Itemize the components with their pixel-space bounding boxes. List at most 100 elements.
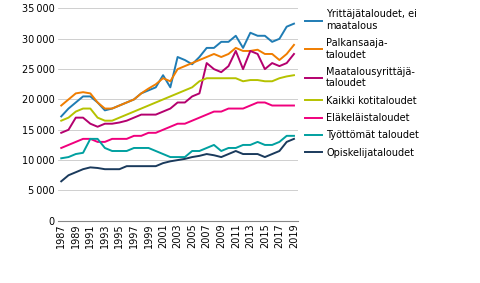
Työttömät taloudet [102, 146, 108, 150]
Opiskelijataloudet [189, 155, 195, 159]
Eläkeläistaloudet [160, 128, 166, 132]
Eläkeläistaloudet [117, 137, 122, 141]
Palkansaaja-
taloudet [240, 49, 246, 53]
Opiskelijataloudet [291, 137, 297, 141]
Eläkeläistaloudet [211, 110, 217, 113]
Maatalousyrittäjä-
taloudet [138, 113, 144, 116]
Työttömät taloudet [59, 156, 64, 160]
Yrittäjätaloudet, ei
maatalous [262, 34, 268, 37]
Yrittäjätaloudet, ei
maatalous [59, 115, 64, 118]
Maatalousyrittäjä-
taloudet [226, 65, 231, 68]
Yrittäjätaloudet, ei
maatalous [248, 31, 253, 35]
Palkansaaja-
taloudet [138, 92, 144, 95]
Yrittäjätaloudet, ei
maatalous [153, 86, 159, 89]
Maatalousyrittäjä-
taloudet [211, 67, 217, 71]
Kaikki kotitaloudet [73, 110, 79, 113]
Line: Maatalousyrittäjä-
taloudet: Maatalousyrittäjä- taloudet [61, 51, 294, 133]
Kaikki kotitaloudet [189, 86, 195, 89]
Opiskelijataloudet [80, 168, 86, 171]
Kaikki kotitaloudet [124, 113, 130, 116]
Kaikki kotitaloudet [109, 119, 115, 122]
Yrittäjätaloudet, ei
maatalous [240, 46, 246, 50]
Eläkeläistaloudet [284, 104, 289, 107]
Eläkeläistaloudet [196, 116, 202, 119]
Kaikki kotitaloudet [175, 92, 180, 95]
Palkansaaja-
taloudet [218, 55, 224, 59]
Eläkeläistaloudet [73, 140, 79, 143]
Opiskelijataloudet [182, 157, 188, 160]
Työttömät taloudet [204, 146, 210, 150]
Opiskelijataloudet [262, 155, 268, 159]
Kaikki kotitaloudet [240, 80, 246, 83]
Kaikki kotitaloudet [226, 76, 231, 80]
Yrittäjätaloudet, ei
maatalous [269, 40, 275, 44]
Eläkeläistaloudet [269, 104, 275, 107]
Maatalousyrittäjä-
taloudet [248, 49, 253, 53]
Opiskelijataloudet [160, 161, 166, 165]
Line: Palkansaaja-
taloudet: Palkansaaja- taloudet [61, 45, 294, 109]
Yrittäjätaloudet, ei
maatalous [284, 25, 289, 28]
Yrittäjätaloudet, ei
maatalous [175, 55, 180, 59]
Opiskelijataloudet [248, 152, 253, 156]
Kaikki kotitaloudet [196, 80, 202, 83]
Opiskelijataloudet [255, 152, 261, 156]
Yrittäjätaloudet, ei
maatalous [182, 58, 188, 62]
Eläkeläistaloudet [138, 134, 144, 138]
Maatalousyrittäjä-
taloudet [218, 70, 224, 74]
Maatalousyrittäjä-
taloudet [269, 61, 275, 65]
Yrittäjätaloudet, ei
maatalous [80, 95, 86, 98]
Työttömät taloudet [284, 134, 289, 138]
Eläkeläistaloudet [109, 137, 115, 141]
Yrittäjätaloudet, ei
maatalous [95, 101, 100, 104]
Kaikki kotitaloudet [276, 76, 282, 80]
Eläkeläistaloudet [145, 131, 151, 134]
Maatalousyrittäjä-
taloudet [189, 95, 195, 98]
Palkansaaja-
taloudet [189, 61, 195, 65]
Yrittäjätaloudet, ei
maatalous [109, 107, 115, 110]
Palkansaaja-
taloudet [124, 101, 130, 104]
Palkansaaja-
taloudet [145, 87, 151, 90]
Kaikki kotitaloudet [131, 110, 137, 113]
Palkansaaja-
taloudet [131, 98, 137, 101]
Opiskelijataloudet [196, 154, 202, 158]
Maatalousyrittäjä-
taloudet [145, 113, 151, 116]
Maatalousyrittäjä-
taloudet [80, 116, 86, 119]
Yrittäjätaloudet, ei
maatalous [160, 74, 166, 77]
Opiskelijataloudet [276, 149, 282, 153]
Yrittäjätaloudet, ei
maatalous [66, 107, 72, 110]
Palkansaaja-
taloudet [291, 43, 297, 47]
Yrittäjätaloudet, ei
maatalous [102, 109, 108, 112]
Työttömät taloudet [240, 143, 246, 147]
Yrittäjätaloudet, ei
maatalous [73, 101, 79, 104]
Kaikki kotitaloudet [291, 74, 297, 77]
Maatalousyrittäjä-
taloudet [276, 65, 282, 68]
Line: Eläkeläistaloudet: Eläkeläistaloudet [61, 102, 294, 148]
Kaikki kotitaloudet [248, 78, 253, 82]
Opiskelijataloudet [153, 164, 159, 168]
Työttömät taloudet [66, 155, 72, 159]
Palkansaaja-
taloudet [226, 52, 231, 56]
Eläkeläistaloudet [95, 140, 100, 143]
Kaikki kotitaloudet [218, 76, 224, 80]
Työttömät taloudet [145, 146, 151, 150]
Yrittäjätaloudet, ei
maatalous [276, 37, 282, 40]
Opiskelijataloudet [168, 160, 173, 163]
Maatalousyrittäjä-
taloudet [196, 92, 202, 95]
Kaikki kotitaloudet [95, 116, 100, 119]
Palkansaaja-
taloudet [269, 52, 275, 56]
Eläkeläistaloudet [168, 125, 173, 128]
Maatalousyrittäjä-
taloudet [175, 101, 180, 104]
Maatalousyrittäjä-
taloudet [240, 67, 246, 71]
Eläkeläistaloudet [80, 137, 86, 141]
Yrittäjätaloudet, ei
maatalous [131, 98, 137, 101]
Kaikki kotitaloudet [168, 95, 173, 98]
Yrittäjätaloudet, ei
maatalous [291, 22, 297, 25]
Maatalousyrittäjä-
taloudet [182, 101, 188, 104]
Maatalousyrittäjä-
taloudet [66, 128, 72, 132]
Palkansaaja-
taloudet [284, 52, 289, 56]
Eläkeläistaloudet [276, 104, 282, 107]
Yrittäjätaloudet, ei
maatalous [204, 46, 210, 50]
Line: Työttömät taloudet: Työttömät taloudet [61, 136, 294, 158]
Yrittäjätaloudet, ei
maatalous [117, 104, 122, 107]
Eläkeläistaloudet [233, 107, 239, 110]
